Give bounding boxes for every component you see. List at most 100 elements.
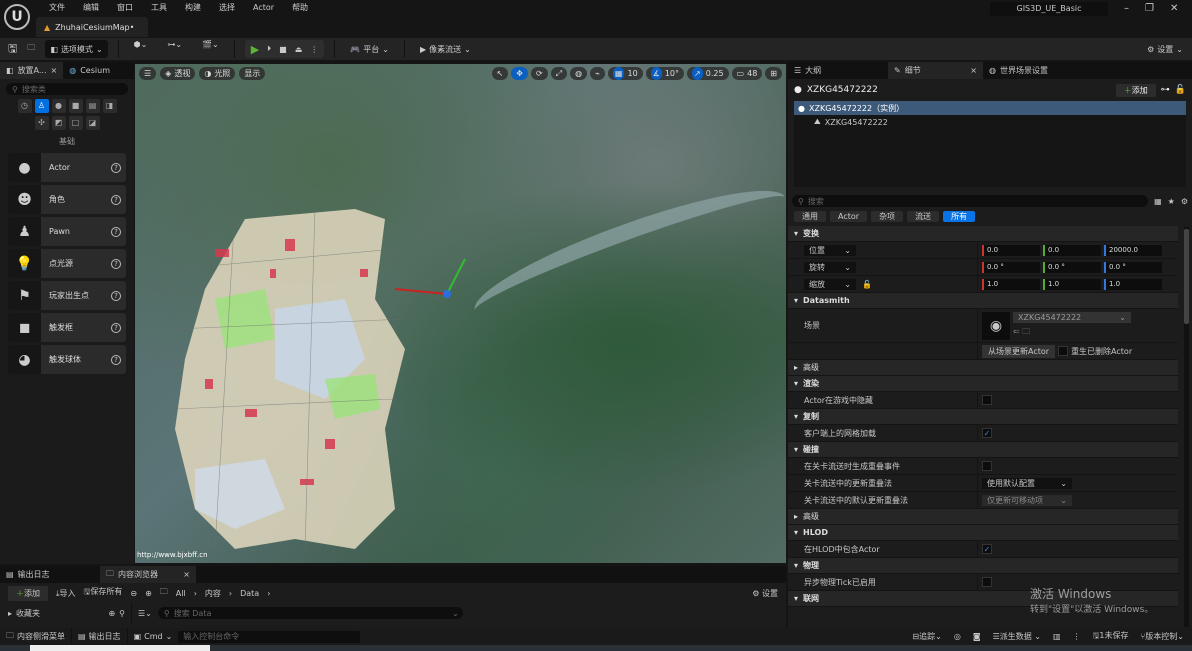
unsaved-button[interactable]: 🖫1未保存	[1093, 630, 1129, 644]
browse-icon[interactable]: 🗀	[27, 43, 36, 52]
save-icon[interactable]: 🖫	[8, 41, 18, 55]
filter-all[interactable]: 所有	[943, 211, 976, 222]
select-icon[interactable]: ↖	[491, 67, 509, 80]
forward-icon[interactable]: ⊕	[145, 588, 152, 598]
tree-item-component[interactable]: ⛰ XZKG45472222	[794, 115, 1186, 129]
scale-dropdown[interactable]: 缩放 ⌄	[804, 278, 856, 290]
menu-help[interactable]: 帮助	[292, 3, 309, 12]
help-icon[interactable]: ?	[111, 162, 121, 173]
tab-cesium[interactable]: ◍ Cesium	[63, 62, 116, 79]
restore-icon[interactable]: ❐	[1145, 3, 1154, 14]
record-icon[interactable]: ◎	[953, 632, 961, 641]
translate-icon[interactable]: ✥	[511, 67, 528, 80]
menu-actor[interactable]: Actor	[253, 3, 275, 12]
unreal-logo-icon[interactable]: U	[4, 4, 30, 30]
pixel-streaming-button[interactable]: ▶ 像素流送 ⌄	[419, 44, 471, 54]
menu-window[interactable]: 窗口	[117, 3, 133, 12]
trace-button[interactable]: ⊟追踪⌄	[912, 632, 942, 641]
platform-button[interactable]: 🎮 平台 ⌄	[350, 44, 389, 54]
gear-icon[interactable]: ⚙	[1180, 196, 1188, 206]
more-icon[interactable]: ⋮	[1072, 632, 1081, 641]
tree-item-instance[interactable]: ● XZKG45472222（实例）	[794, 101, 1186, 115]
lock-icon[interactable]: 🔓	[1174, 85, 1186, 95]
use-selected-icon[interactable]: ⇐	[1013, 326, 1020, 336]
include-hlod-checkbox[interactable]: ✓	[982, 544, 992, 554]
close-icon[interactable]: ×	[970, 66, 977, 75]
section-rendering[interactable]: ▾ 渲染	[788, 376, 1178, 392]
menu-select[interactable]: 选择	[219, 3, 235, 12]
recent-icon[interactable]: ◷	[17, 99, 32, 113]
save-all-button[interactable]: 🖫保存所有	[84, 586, 123, 600]
step-icon[interactable]: ⏵	[267, 44, 272, 53]
section-advanced-2[interactable]: ▸ 高级	[788, 509, 1178, 525]
grid-snap-button[interactable]: ▦ 10	[607, 67, 643, 80]
cinematics-icon[interactable]: 🎬⌄	[202, 40, 219, 49]
scale-z[interactable]: 1.0	[1104, 278, 1162, 290]
scale-icon[interactable]: ⤢	[550, 67, 568, 80]
basic-icon[interactable]: ♙	[34, 99, 49, 113]
tab-details[interactable]: ✎ 细节 ×	[888, 62, 983, 79]
output-log-button[interactable]: ▤ 输出日志	[72, 628, 128, 645]
actor-item[interactable]: 💡 点光源?	[8, 249, 126, 278]
shapes-icon[interactable]: ■	[68, 99, 83, 113]
mode-select[interactable]: ◧ 选项模式 ⌄	[45, 40, 108, 58]
actor-item[interactable]: ♟ Pawn?	[8, 217, 126, 246]
gen-overlap-checkbox[interactable]	[982, 461, 992, 471]
lighting-button[interactable]: ◑ 光照	[199, 67, 236, 80]
search-folder-icon[interactable]: ⚲	[119, 608, 125, 618]
minimize-icon[interactable]: –	[1124, 3, 1129, 14]
camera-speed-button[interactable]: ▭ 48	[731, 67, 763, 80]
close-icon[interactable]: ×	[183, 570, 190, 579]
blueprint-icon[interactable]: ⊶	[1160, 85, 1170, 95]
level-viewport[interactable]: ☰ ◈ 透视 ◑ 光照 显示 ↖ ✥ ⟳ ⤢ ◍ ⌁ ▦ 10 ∡ 10° ↗ 0.25 …	[135, 64, 786, 563]
folders-header[interactable]: ▸ 收藏夹 ⊕ ⚲	[0, 603, 132, 623]
lock-icon[interactable]: 🔓	[862, 279, 872, 289]
content-search-input[interactable]: ⚲ 搜索 Data ⌄	[157, 607, 463, 619]
rotation-dropdown[interactable]: 旋转 ⌄	[804, 261, 856, 273]
viewport-menu-icon[interactable]: ☰	[139, 67, 157, 80]
help-icon[interactable]: ?	[111, 354, 121, 365]
breadcrumb-data[interactable]: Data	[240, 588, 260, 598]
net-load-checkbox[interactable]: ✓	[982, 428, 992, 438]
filter-general[interactable]: 通用	[794, 211, 826, 222]
geometry-icon[interactable]: □	[68, 116, 83, 130]
breadcrumb-all[interactable]: All	[175, 588, 186, 598]
derived-data-button[interactable]: ☰派生数据 ⌄	[992, 632, 1041, 641]
cinematic-icon[interactable]: ▤	[85, 99, 100, 113]
perspective-button[interactable]: ◈ 透视	[160, 67, 196, 80]
stats-icon[interactable]: ▥	[1053, 632, 1061, 641]
actor-item[interactable]: ● Actor?	[8, 153, 126, 182]
show-button[interactable]: 显示	[239, 67, 266, 80]
tab-content-browser[interactable]: 🗀 内容浏览器 ×	[100, 566, 196, 583]
class-search-input[interactable]: ⚲ 搜索类	[6, 83, 128, 95]
filter-actor[interactable]: Actor	[830, 211, 868, 222]
help-icon[interactable]: ?	[111, 258, 121, 269]
settings-button[interactable]: ⚙ 设置 ⌄	[1147, 44, 1183, 54]
tab-place-actors[interactable]: ◧ 放置A... ×	[0, 62, 64, 79]
stop-icon[interactable]: ■	[279, 44, 287, 54]
scale-y[interactable]: 1.0	[1043, 278, 1101, 290]
more-icon[interactable]: ⋮	[310, 44, 319, 54]
add-actor-icon[interactable]: ⬢⌄	[133, 40, 148, 49]
close-icon[interactable]: ×	[50, 66, 58, 75]
source-control-button[interactable]: ⑂版本控制⌄	[1140, 632, 1184, 641]
browse-icon[interactable]: 🗀	[1022, 326, 1031, 336]
back-icon[interactable]: ⊖	[130, 588, 138, 598]
visual-effects-icon[interactable]: ◨	[102, 99, 117, 113]
menu-file[interactable]: 文件	[49, 3, 65, 12]
filter-streaming[interactable]: 流送	[907, 211, 940, 222]
details-search-input[interactable]: ⚲ 搜索	[792, 195, 1149, 207]
location-dropdown[interactable]: 位置 ⌄	[804, 244, 856, 256]
scrollbar-thumb[interactable]	[1184, 229, 1189, 324]
filter-icon[interactable]: ☰⌄	[138, 608, 152, 618]
section-transform[interactable]: ▾ 变换	[788, 226, 1178, 242]
rotation-z[interactable]: 0.0 °	[1104, 261, 1162, 273]
section-advanced[interactable]: ▸ 高级	[788, 360, 1178, 376]
actor-item[interactable]: ◕ 触发球体?	[8, 345, 126, 374]
map-tab[interactable]: ▲ ZhuhaiCesiumMap•	[36, 17, 148, 37]
respawn-checkbox[interactable]	[1058, 346, 1069, 356]
tab-outliner[interactable]: ☰ 大纲	[788, 62, 888, 79]
async-physics-checkbox[interactable]	[982, 577, 992, 587]
default-method-dropdown[interactable]: 仅更新可移动项 ⌄	[982, 494, 1072, 506]
filter-misc[interactable]: 杂项	[871, 211, 904, 222]
